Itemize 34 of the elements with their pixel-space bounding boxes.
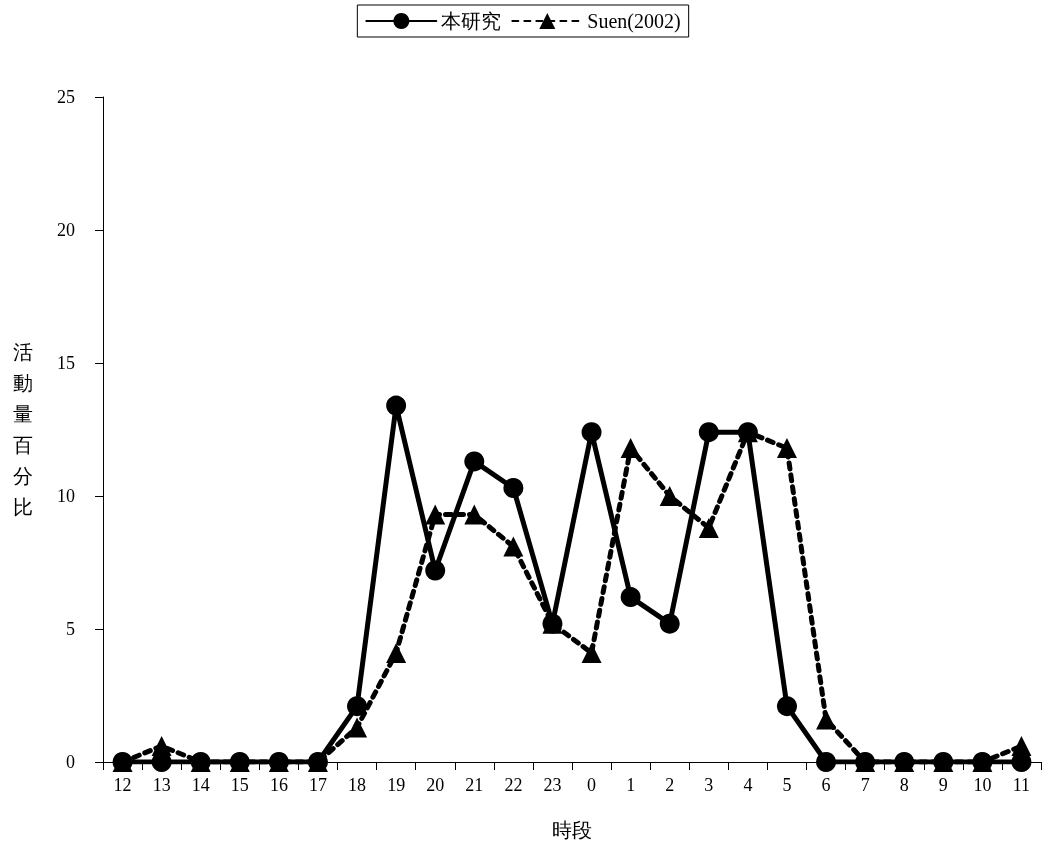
x-tick-label: 3 [704,775,714,795]
legend-label: Suen(2002) [587,10,681,33]
y-tick-label: 5 [66,619,75,639]
x-tick-label: 18 [348,775,367,795]
x-tick-label: 21 [465,775,484,795]
x-axis-title: 時段 [552,819,592,841]
x-tick-label: 12 [113,775,132,795]
y-axis-title: 活動量百分比 [13,341,33,518]
x-tick-label: 9 [938,775,948,795]
x-tick-label: 16 [269,775,288,795]
x-tick-label: 14 [191,775,210,795]
legend-label: 本研究 [441,10,502,32]
y-tick-label: 15 [57,353,75,373]
x-tick-label: 22 [504,775,523,795]
x-tick-label: 2 [665,775,675,795]
x-tick-label: 10 [973,775,992,795]
y-tick-label: 25 [57,87,75,107]
x-tick-label: 7 [860,775,870,795]
x-tick-label: 15 [230,775,249,795]
x-tick-label: 1 [626,775,636,795]
x-tick-label: 6 [821,775,831,795]
x-tick-label: 4 [743,775,753,795]
x-tick-label: 5 [782,775,792,795]
x-tick-label: 0 [587,775,597,795]
x-tick-label: 23 [543,775,562,795]
y-tick-label: 20 [57,220,75,240]
x-tick-label: 17 [308,775,327,795]
y-tick-label: 0 [66,752,75,772]
x-tick-label: 8 [899,775,909,795]
x-tick-label: 13 [152,775,171,795]
x-tick-label: 11 [1012,775,1031,795]
x-tick-label: 19 [387,775,406,795]
x-tick-label: 20 [426,775,445,795]
y-tick-label: 10 [57,486,75,506]
